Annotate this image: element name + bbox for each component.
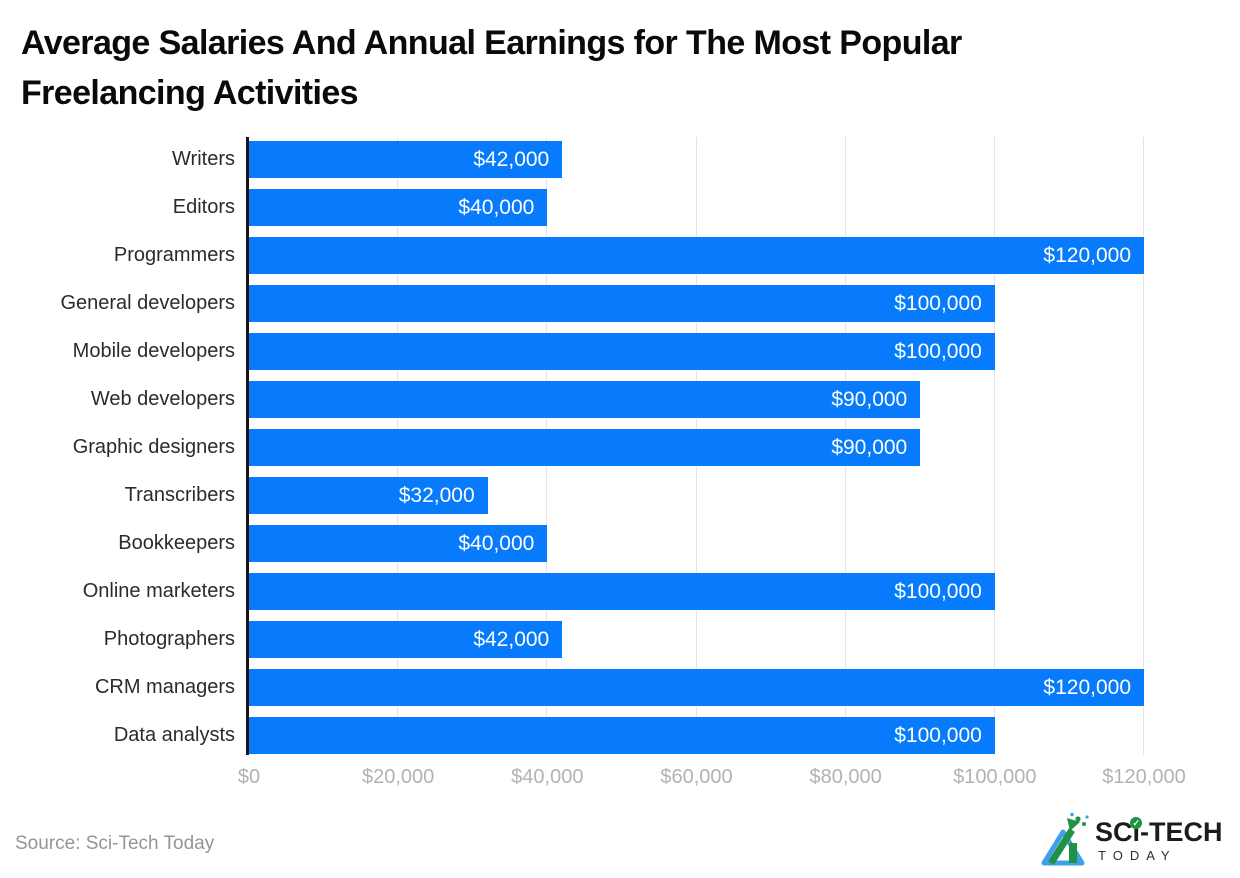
sci-tech-today-logo: SC ✓ ı-TECH TODAY — [1036, 812, 1223, 868]
y-axis-line — [246, 137, 249, 755]
chart-title-line-1: Average Salaries And Annual Earnings for… — [21, 24, 962, 62]
bar: $100,000 — [249, 573, 995, 610]
chart-title: Average Salaries And Annual Earnings for… — [21, 18, 1221, 118]
gridline — [993, 137, 995, 755]
category-label: General developers — [60, 292, 235, 314]
bar: $100,000 — [249, 717, 995, 754]
bar-value-label: $90,000 — [831, 436, 908, 459]
logo-brand-today: TODAY — [1098, 847, 1177, 863]
bar-value-label: $40,000 — [458, 532, 535, 555]
bar-value-label: $100,000 — [894, 292, 982, 315]
category-label: Editors — [172, 196, 235, 218]
bar: $32,000 — [249, 477, 488, 514]
bar: $100,000 — [249, 333, 995, 370]
source-text: Source: Sci-Tech Today — [15, 833, 215, 854]
bar-value-label: $32,000 — [398, 484, 475, 507]
bar-value-label: $90,000 — [831, 388, 908, 411]
category-label: Web developers — [90, 388, 235, 410]
bar: $100,000 — [249, 285, 995, 322]
x-axis-tick-label: $100,000 — [953, 766, 1037, 788]
logo-mark-icon — [1041, 812, 1089, 866]
bar: $90,000 — [249, 381, 921, 418]
logo-brand-tech: -TECH — [1140, 816, 1223, 847]
logo-brand-line: SC ✓ ı-TECH — [1095, 816, 1223, 847]
logo-brand-sc: SC — [1095, 816, 1133, 847]
bar: $120,000 — [249, 669, 1144, 706]
logo-check-icon: ✓ — [1130, 816, 1143, 829]
category-label: Graphic designers — [72, 436, 235, 458]
chart-title-line-2: Freelancing Activities — [21, 74, 359, 112]
category-label: Mobile developers — [72, 340, 235, 362]
category-label: Programmers — [113, 244, 235, 266]
bar: $120,000 — [249, 237, 1144, 274]
category-label: CRM managers — [94, 676, 235, 698]
bar: $40,000 — [249, 189, 548, 226]
category-label: Transcribers — [124, 484, 235, 506]
bar-value-label: $40,000 — [458, 196, 535, 219]
category-label: Data analysts — [113, 724, 235, 746]
category-label: Photographers — [103, 628, 235, 650]
bar: $40,000 — [249, 525, 548, 562]
x-axis-tick-label: $40,000 — [511, 766, 584, 788]
bar-value-label: $120,000 — [1043, 244, 1131, 267]
bar-value-label: $100,000 — [894, 580, 982, 603]
bar-value-label: $42,000 — [473, 148, 550, 171]
bar: $42,000 — [249, 141, 563, 178]
bar-value-label: $42,000 — [473, 628, 550, 651]
logo-brand-i: ✓ ı — [1130, 816, 1143, 846]
bar-value-label: $100,000 — [894, 724, 982, 747]
bar: $42,000 — [249, 621, 563, 658]
x-axis-tick-label: $20,000 — [362, 766, 435, 788]
logo-text: SC ✓ ı-TECH TODAY — [1095, 816, 1223, 863]
category-label: Writers — [172, 148, 235, 170]
x-axis-tick-label: $80,000 — [809, 766, 882, 788]
x-axis-tick-label: $120,000 — [1102, 766, 1186, 788]
bar-value-label: $100,000 — [894, 340, 982, 363]
x-axis-tick-label: $60,000 — [660, 766, 733, 788]
gridline — [1143, 137, 1144, 755]
bar: $90,000 — [249, 429, 921, 466]
category-label: Online marketers — [82, 580, 235, 602]
category-label: Bookkeepers — [118, 532, 235, 554]
x-axis-tick-label: $0 — [237, 766, 261, 788]
bar-value-label: $120,000 — [1043, 676, 1131, 699]
